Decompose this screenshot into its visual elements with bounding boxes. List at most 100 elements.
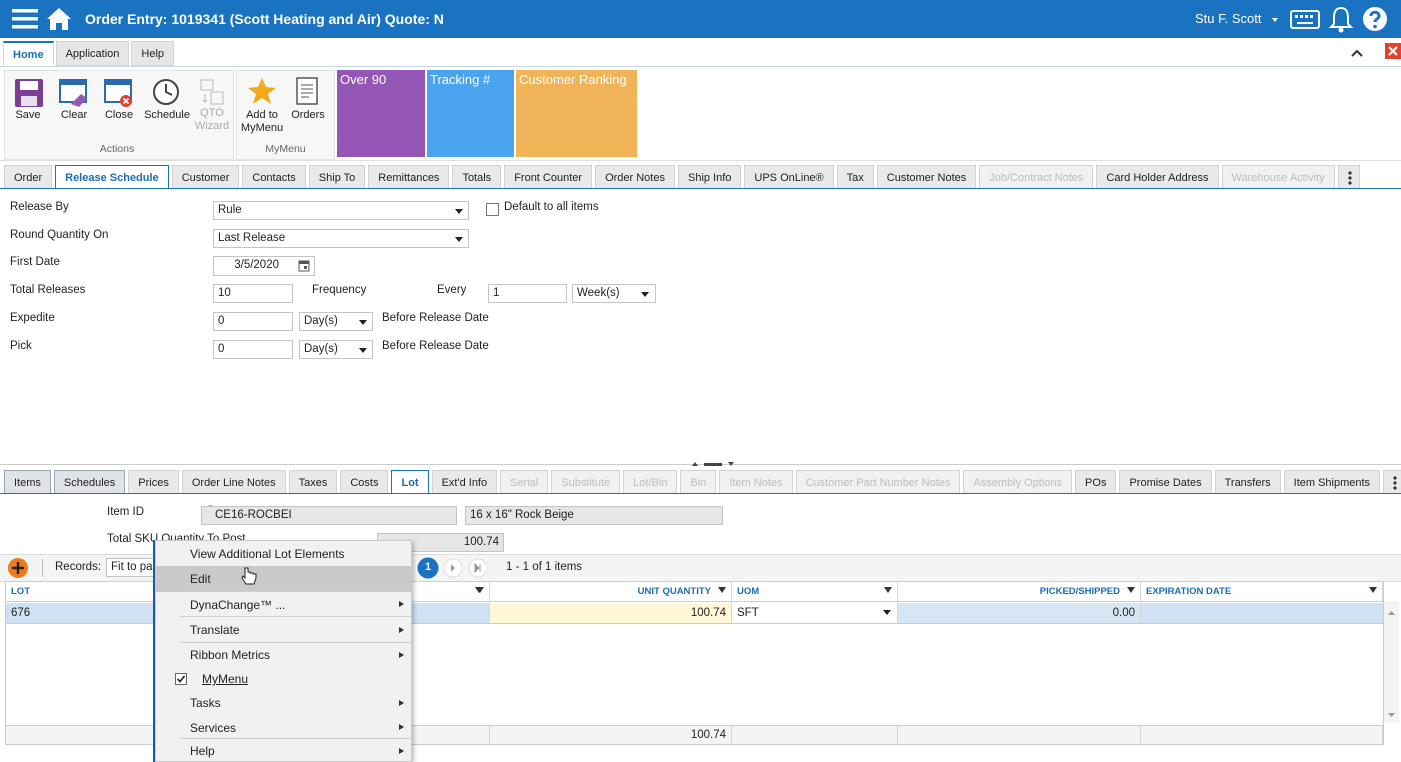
column-header[interactable]: UOM <box>732 582 898 601</box>
tab[interactable]: UPS OnLine® <box>744 165 834 189</box>
menu-item[interactable]: DynaChange™ ... <box>156 592 411 617</box>
tab[interactable]: Order Line Notes <box>181 470 286 494</box>
ribbon-button[interactable]: Add to MyMenu <box>240 109 284 134</box>
menu-item[interactable]: Translate <box>156 617 411 643</box>
user-name[interactable]: Stu F. Scott <box>1195 11 1262 26</box>
menu-item-label: DynaChange™ ... <box>190 597 286 612</box>
more-tabs-button[interactable] <box>1337 165 1360 189</box>
metric-tile[interactable]: Over 90 <box>337 70 425 157</box>
default-all-checkbox[interactable] <box>486 203 499 216</box>
pick-unit-select[interactable]: Day(s) <box>299 340 373 359</box>
tab: Substitute <box>551 470 621 494</box>
tab[interactable]: Remittances <box>368 165 450 189</box>
ribbon-button[interactable]: Clear <box>60 109 88 121</box>
tab[interactable]: Order <box>4 165 53 189</box>
tab[interactable]: Totals <box>452 165 502 189</box>
tab[interactable]: Order Notes <box>595 165 675 189</box>
filter-icon[interactable] <box>1127 587 1135 593</box>
menu-item[interactable]: Tasks <box>156 691 411 715</box>
menu-item[interactable]: View Additional Lot Elements <box>156 541 411 566</box>
filter-icon[interactable] <box>884 587 892 593</box>
tab[interactable]: Release Schedule <box>55 165 169 189</box>
expedite-unit-select[interactable]: Day(s) <box>299 312 373 331</box>
tab[interactable]: Front Counter <box>504 165 593 189</box>
item-id-field: CE16-ROCBEI <box>201 506 457 525</box>
notifications-icon[interactable] <box>1328 6 1354 33</box>
every-unit-select[interactable]: Week(s) <box>572 284 656 303</box>
close-page[interactable] <box>1385 43 1401 59</box>
menu-item[interactable]: Ribbon Metrics <box>156 643 411 667</box>
menu-item[interactable]: Services <box>156 715 411 740</box>
ribbon-button[interactable]: Save <box>15 109 41 121</box>
total-releases-input[interactable]: 10 <box>213 284 293 303</box>
tab[interactable]: Ext'd Info <box>431 470 498 494</box>
tab[interactable]: POs <box>1075 470 1117 494</box>
page-button[interactable] <box>417 557 439 579</box>
user-caret <box>1272 18 1278 22</box>
tab[interactable]: Contacts <box>242 165 306 189</box>
ribbon-tab[interactable]: Application <box>55 41 130 66</box>
collapse-ribbon[interactable] <box>1350 48 1364 58</box>
tab[interactable]: Ship To <box>308 165 366 189</box>
grid-cell[interactable]: 0.00 <box>898 603 1141 623</box>
tab[interactable]: Customer <box>171 165 240 189</box>
menu-item-label: Help <box>190 744 215 758</box>
uom-caret[interactable] <box>883 610 891 615</box>
splitter[interactable] <box>0 464 1401 465</box>
more-tabs-button[interactable] <box>1383 470 1401 494</box>
tab[interactable]: Transfers <box>1214 470 1281 494</box>
column-header[interactable]: UNIT QUANTITY <box>490 582 732 601</box>
filter-icon[interactable] <box>475 587 483 593</box>
metric-tile[interactable]: Tracking # <box>427 70 514 157</box>
every-input[interactable]: 1 <box>488 284 567 303</box>
tab[interactable]: Taxes <box>288 470 338 494</box>
tab[interactable]: Costs <box>340 470 389 494</box>
select-caret <box>641 292 649 297</box>
splitter-handle[interactable] <box>690 460 736 468</box>
ribbon-tab[interactable]: Home <box>3 41 54 66</box>
add-button[interactable] <box>7 557 29 579</box>
column-header[interactable]: PICKED/SHIPPED <box>898 582 1141 601</box>
pager-next[interactable] <box>443 558 489 578</box>
tab[interactable]: Card Holder Address <box>1096 165 1219 189</box>
field-label: Item ID <box>107 506 145 518</box>
menu-item[interactable]: MyMenu <box>156 667 411 691</box>
keyboard-icon[interactable] <box>1290 10 1320 29</box>
tab[interactable]: Ship Info <box>677 165 742 189</box>
release-by-select[interactable]: Rule <box>213 201 469 220</box>
expedite-input[interactable]: 0 <box>213 312 293 331</box>
tab[interactable]: Items <box>4 470 51 494</box>
submenu-arrow <box>399 626 404 633</box>
tab[interactable]: Lot <box>391 470 429 494</box>
menu-item[interactable]: Help <box>156 740 411 762</box>
input-value: 0 <box>218 343 225 355</box>
field-value: CE16-ROCBEI <box>215 509 292 521</box>
ribbon-tab[interactable]: Help <box>131 41 175 66</box>
help-icon[interactable] <box>1362 6 1388 32</box>
filter-icon[interactable] <box>1369 587 1377 593</box>
ribbon-button[interactable]: Orders <box>291 109 325 121</box>
menu-icon[interactable] <box>12 8 38 30</box>
tab[interactable]: Item Shipments <box>1283 470 1381 494</box>
grid-scrollbar[interactable] <box>1384 601 1399 723</box>
grid-cell[interactable]: SFT <box>732 603 898 623</box>
round-quantity-select[interactable]: Last Release <box>213 229 469 248</box>
menu-item[interactable]: Edit <box>156 566 411 592</box>
filter-icon[interactable] <box>718 587 726 593</box>
column-header[interactable]: LOT <box>6 582 490 601</box>
field-label: First Date <box>10 256 60 268</box>
tab[interactable]: Promise Dates <box>1119 470 1212 494</box>
tab[interactable]: Customer Notes <box>876 165 977 189</box>
column-header[interactable]: EXPIRATION DATE <box>1141 582 1383 601</box>
pick-input[interactable]: 0 <box>213 340 293 359</box>
home-icon[interactable] <box>46 7 72 31</box>
calendar-button[interactable] <box>298 260 310 272</box>
grid-cell[interactable]: 100.74 <box>490 603 732 623</box>
tab[interactable]: Schedules <box>53 470 126 494</box>
metric-tile[interactable]: Customer Ranking <box>516 70 637 157</box>
first-date-input[interactable]: 3/5/2020 <box>213 256 315 276</box>
ribbon-button[interactable]: Close <box>104 109 134 121</box>
ribbon-button[interactable]: Schedule <box>144 109 190 121</box>
tab[interactable]: Prices <box>128 470 179 494</box>
tab[interactable]: Tax <box>836 165 874 189</box>
